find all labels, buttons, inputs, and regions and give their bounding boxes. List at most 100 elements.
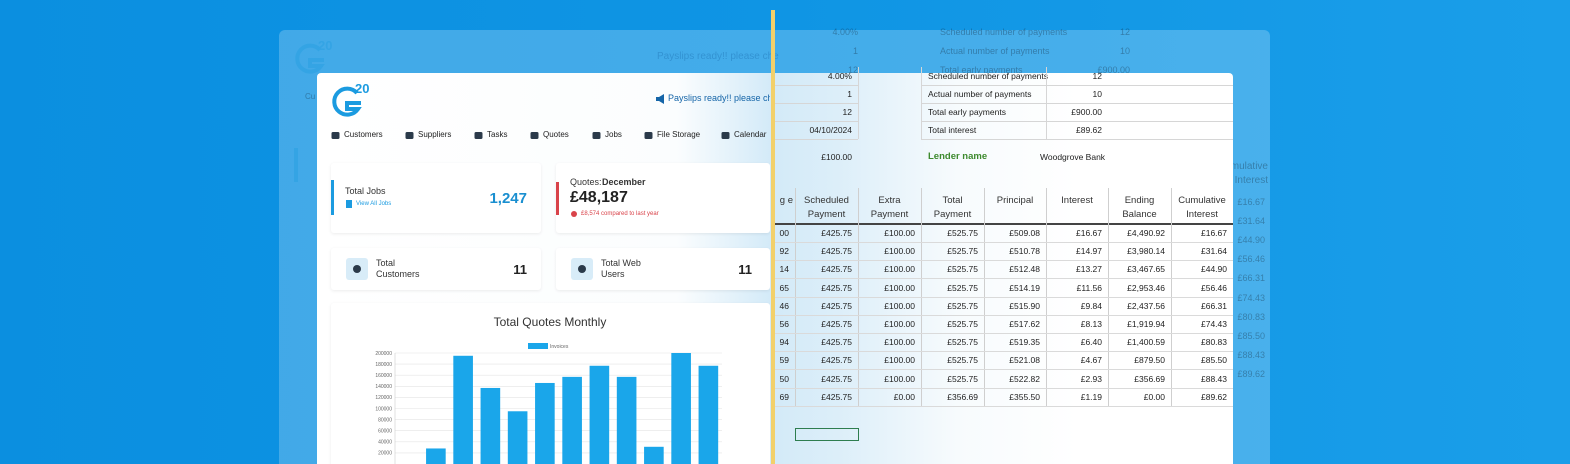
- logo: 20: [295, 38, 332, 74]
- link-icon: [346, 200, 352, 208]
- card-icon-glyph: [578, 265, 586, 273]
- cell: £3,980.14: [1127, 246, 1165, 257]
- y-tick-label: 40000: [378, 440, 392, 446]
- cell-border: [773, 387, 1233, 389]
- card-accent: [294, 148, 298, 182]
- cell-border: [921, 85, 1233, 86]
- cell: £525.75: [947, 319, 978, 329]
- chart-title: Total Quotes Monthly: [494, 315, 607, 329]
- input-value: 1: [847, 89, 852, 99]
- nav-item[interactable]: Jobs: [605, 130, 622, 139]
- input-value: 12: [847, 65, 858, 75]
- cell: £100.00: [884, 319, 915, 329]
- cell: £85.50: [1201, 355, 1227, 366]
- cell: £44.90: [1201, 264, 1227, 275]
- cell: £425.75: [821, 337, 852, 348]
- legend-label: Invoices: [550, 344, 569, 350]
- header-cell: Principal: [996, 195, 1034, 206]
- summary-value: £900.00: [1071, 107, 1102, 117]
- summary-value: £900.00: [1097, 65, 1130, 75]
- notice: Payslips ready!! please che: [668, 93, 778, 103]
- cell: £100.00: [884, 337, 915, 348]
- cell: £425.75: [821, 300, 852, 311]
- cell: £3,467.65: [1127, 264, 1165, 275]
- cell: £16.67: [1201, 228, 1227, 238]
- cell: £16.67: [1076, 228, 1102, 238]
- cell: £425.75: [821, 373, 852, 384]
- card-change: £8,574 compared to last year: [581, 211, 659, 217]
- cell: £517.62: [1009, 319, 1040, 329]
- nav-item[interactable]: Suppliers: [418, 130, 452, 139]
- nav-icon: [474, 132, 483, 139]
- icon-shape: [530, 132, 539, 139]
- nav-item[interactable]: File Storage: [657, 130, 701, 139]
- cell-border: [773, 121, 858, 122]
- nav-item[interactable]: Tasks: [487, 130, 508, 139]
- y-tick-label: 20000: [378, 451, 392, 457]
- cell-border: [773, 278, 1233, 280]
- bar: [426, 448, 446, 464]
- input-value: 12: [842, 107, 852, 117]
- nav-item[interactable]: Quotes: [543, 130, 569, 139]
- cell: 50: [779, 373, 789, 384]
- cell-border: [1046, 67, 1047, 139]
- cell-border: [773, 242, 1233, 243]
- cell: £2,953.46: [1127, 282, 1165, 293]
- cell: £879.50: [1134, 355, 1165, 366]
- cell: £425.75: [821, 319, 852, 329]
- divider-line: [771, 10, 775, 464]
- summary-value: 10: [1119, 46, 1130, 56]
- cell-border: [773, 260, 1233, 262]
- change-icon: [571, 211, 577, 217]
- cell: £525.75: [947, 300, 978, 311]
- nav-icon: [530, 132, 539, 139]
- card-value: £48,187: [570, 189, 628, 206]
- header-cell: Cumulative Interest: [1178, 195, 1226, 220]
- cell: £510.78: [1009, 246, 1040, 257]
- card-label: Total Jobs: [345, 186, 386, 196]
- cell: 46: [779, 300, 789, 311]
- input-value: 4.00%: [827, 71, 852, 81]
- cell: £2.93: [1080, 373, 1102, 384]
- nav-icon: [405, 132, 414, 139]
- bar: [535, 382, 555, 464]
- card-link[interactable]: View All Jobs: [356, 201, 392, 207]
- nav-item[interactable]: Customers: [344, 130, 383, 139]
- header-cell: Interest: [1061, 195, 1093, 206]
- card: [556, 163, 770, 233]
- nav-item[interactable]: Calendar: [734, 130, 767, 139]
- y-tick-label: 100000: [375, 406, 392, 412]
- cell: £74.43: [1201, 319, 1227, 329]
- cell: £425.75: [821, 282, 852, 293]
- table-header-rule: [773, 223, 1233, 225]
- cell: £66.31: [1237, 273, 1265, 284]
- card-icon-glyph: [353, 265, 361, 273]
- lender-label: Lender name: [928, 151, 988, 162]
- card: [331, 163, 541, 233]
- cell-border: [773, 296, 1233, 298]
- icon-shape: [331, 132, 340, 139]
- cell-border: [773, 369, 1233, 371]
- cell: £4,490.92: [1127, 228, 1165, 238]
- cell: 65: [779, 282, 789, 293]
- cell: £525.75: [947, 355, 978, 366]
- summary-label: Actual number of payments: [940, 46, 1050, 56]
- cell: £519.35: [1009, 337, 1040, 348]
- cell: £355.50: [1009, 391, 1040, 402]
- input-value: 4.00%: [832, 27, 858, 37]
- summary-label: Total early payments: [940, 65, 1023, 75]
- cell: £100.00: [884, 282, 915, 293]
- cell-border: [921, 103, 1233, 104]
- icon-shape: [405, 132, 414, 139]
- cell: £425.75: [821, 391, 852, 402]
- cell: £425.75: [821, 355, 852, 366]
- bar: [698, 365, 719, 464]
- card-value: 1,247: [489, 190, 527, 207]
- megaphone: [656, 94, 664, 104]
- cell: £522.82: [1009, 373, 1040, 384]
- cell: £425.75: [821, 246, 852, 257]
- cell: £0.00: [893, 391, 915, 402]
- icon-shape: [721, 132, 730, 139]
- logo-text: 20: [318, 38, 332, 53]
